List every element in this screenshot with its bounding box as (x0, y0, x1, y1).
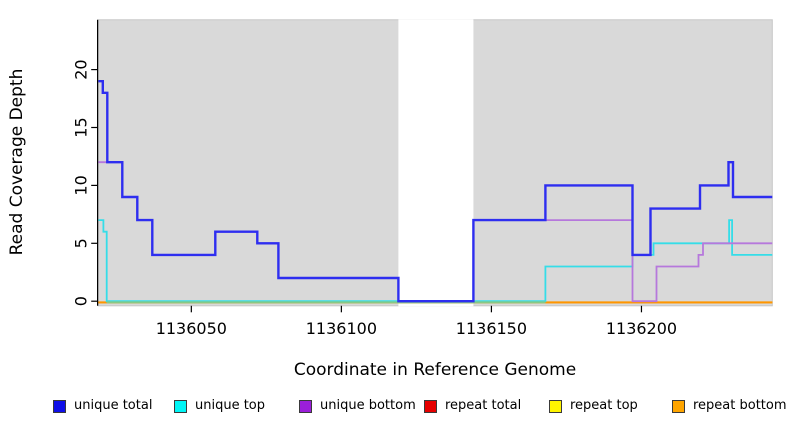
x-tick-label: 1136200 (606, 319, 677, 338)
legend-item-repeat-bottom: repeat bottom (672, 395, 787, 417)
legend-swatch-icon (672, 399, 685, 413)
legend-label: unique bottom (320, 398, 416, 413)
y-axis-title: Read Coverage Depth (7, 69, 27, 256)
legend-item-repeat-top: repeat top (549, 395, 638, 417)
y-tick-label: 10 (71, 175, 90, 195)
legend-swatch-icon (299, 399, 312, 413)
x-tick-label: 1136050 (156, 319, 227, 338)
chart-canvas: 0 5 10 15 20 1136050 1136100 1136150 1136200 Coo… (7, 19, 773, 380)
x-tick-label: 1136100 (306, 319, 377, 338)
legend-label: unique top (195, 398, 266, 413)
legend-label: unique total (74, 398, 153, 413)
plot-background (97, 19, 773, 307)
y-tick-label: 15 (71, 117, 90, 137)
y-tick-label: 20 (71, 59, 90, 79)
series-line-unique-total (98, 80, 773, 303)
x-axis-title: Coordinate in Reference Genome (294, 360, 576, 380)
legend-swatch-icon (424, 399, 437, 413)
x-tick-label: 1136150 (456, 319, 527, 338)
legend-swatch-icon (53, 399, 66, 413)
legend-item-repeat-total: repeat total (424, 395, 521, 417)
legend: unique total unique top unique bottom repea… (0, 395, 792, 421)
y-tick-label: 5 (71, 238, 90, 248)
series-lines (98, 80, 773, 304)
legend-swatch-icon (174, 399, 187, 413)
legend-label: repeat top (570, 398, 638, 413)
axes: 0 5 10 15 20 1136050 1136100 1136150 1136200 (71, 19, 677, 338)
legend-label: repeat total (445, 398, 522, 413)
legend-swatch-icon (549, 399, 562, 413)
legend-label: repeat bottom (693, 398, 787, 413)
no-data-gap-band (398, 19, 474, 307)
legend-item-unique-bottom: unique bottom (299, 395, 416, 417)
y-tick-label: 0 (72, 296, 91, 306)
legend-item-unique-total: unique total (53, 395, 152, 417)
legend-item-unique-top: unique top (174, 395, 265, 417)
